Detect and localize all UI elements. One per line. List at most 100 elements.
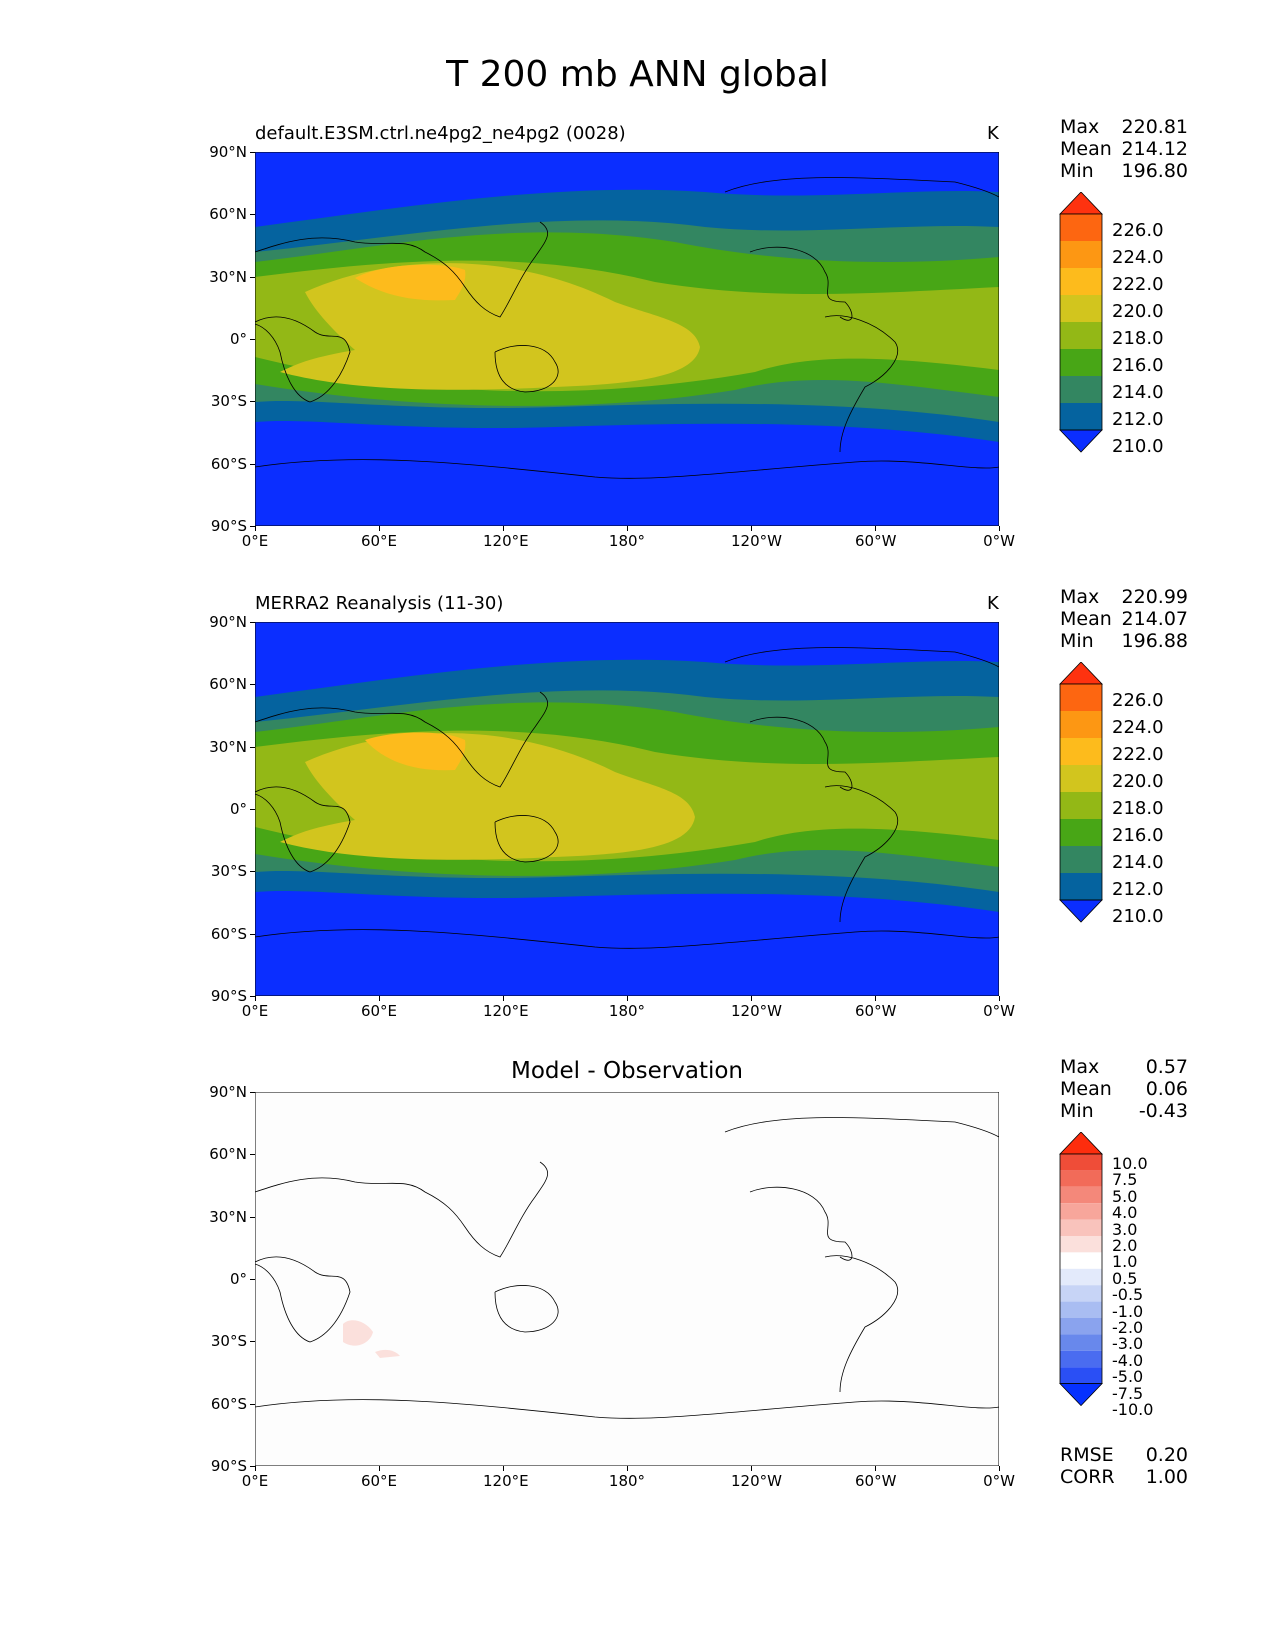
x-tick-mark — [503, 526, 504, 531]
band-220 — [280, 263, 700, 390]
colorbar-swatches — [1059, 192, 1103, 453]
y-tick-label: 90°N — [209, 1083, 247, 1101]
figure-title: T 200 mb ANN global — [446, 54, 829, 95]
metric-label: CORR — [1060, 1466, 1115, 1488]
y-tick-label: 90°N — [209, 613, 247, 631]
y-tick-mark — [250, 622, 255, 623]
x-tick-label: 60°E — [360, 1002, 398, 1020]
stat-value: 0.06 — [1145, 1078, 1188, 1100]
colorbar-swatch — [1060, 765, 1102, 792]
x-tick-mark — [875, 996, 876, 1001]
colorbar-swatch — [1060, 1186, 1102, 1204]
colorbar-swatch — [1060, 295, 1102, 322]
x-tick-label: 120°E — [483, 1002, 529, 1020]
colorbar-swatches — [1059, 662, 1103, 923]
positive-anomaly-patch — [375, 1349, 400, 1358]
colorbar-tick-label: 226.0 — [1112, 690, 1164, 711]
y-tick-label: 0° — [229, 800, 247, 818]
x-tick-label: 120°E — [483, 532, 529, 550]
x-tick-mark — [379, 1466, 380, 1471]
panel3-stat-max: Max 0.57 — [1060, 1056, 1188, 1078]
colorbar-extension-max — [1059, 1132, 1103, 1155]
colorbar-tick-label: 212.0 — [1112, 409, 1164, 430]
stat-label: Min — [1060, 1100, 1094, 1122]
colorbar-tick-label: 7.5 — [1112, 1170, 1138, 1190]
colorbar-tick-label: -10.0 — [1112, 1400, 1154, 1419]
colorbar-tick-label: 222.0 — [1112, 744, 1164, 765]
y-tick-mark — [250, 809, 255, 810]
y-tick-mark — [250, 933, 255, 935]
colorbar-tick-label: -0.5 — [1112, 1285, 1144, 1305]
colorbar-tick-label: 210.0 — [1112, 436, 1164, 457]
colorbar-tick-label: 4.0 — [1112, 1203, 1138, 1223]
y-tick-label: 30°S — [210, 862, 247, 881]
y-tick-mark — [250, 526, 255, 527]
y-tick-mark — [250, 1154, 255, 1156]
y-tick-label: 60°S — [210, 1394, 247, 1413]
panel2-stat-min: Min 196.88 — [1060, 630, 1188, 652]
stat-label: Max — [1060, 1056, 1100, 1078]
colorbar-swatch — [1060, 1219, 1102, 1236]
y-tick-mark — [250, 1466, 255, 1467]
colorbar-swatch — [1060, 1170, 1102, 1187]
colorbar-swatch — [1060, 1236, 1102, 1253]
y-tick-mark — [250, 1341, 255, 1343]
x-tick-label: 60°W — [855, 532, 897, 550]
panel3-stat-mean: Mean 0.06 — [1060, 1078, 1188, 1100]
x-tick-label: 180° — [608, 1472, 646, 1490]
stat-label: Min — [1060, 630, 1094, 652]
y-tick-mark — [250, 746, 255, 748]
stat-value: 214.07 — [1121, 608, 1188, 630]
y-tick-mark — [250, 871, 255, 873]
colorbar-swatch — [1060, 1154, 1102, 1171]
x-tick-label: 0°E — [241, 1002, 269, 1020]
x-tick-label: 0°W — [983, 1472, 1015, 1490]
y-tick-label: 30°N — [209, 737, 247, 756]
colorbar-swatch — [1060, 1268, 1102, 1286]
colorbar-swatch — [1060, 792, 1102, 819]
colorbar-extension-min — [1059, 429, 1103, 453]
x-tick-label: 0°W — [983, 532, 1015, 550]
colorbar-frame — [1059, 1153, 1103, 1385]
y-tick-label: 90°S — [210, 987, 247, 1005]
colorbar-swatch — [1060, 214, 1102, 241]
map-background — [255, 1092, 999, 1466]
y-tick-mark — [250, 684, 255, 686]
band-220 — [280, 733, 695, 860]
colorbar-swatch — [1060, 376, 1102, 403]
colorbar-swatch — [1060, 711, 1102, 738]
colorbar-tick-label: 2.0 — [1112, 1236, 1138, 1255]
metric-corr: CORR 1.00 — [1060, 1466, 1188, 1488]
colorbar-swatch — [1060, 241, 1102, 268]
colorbar-tick-label: 226.0 — [1112, 220, 1164, 241]
colorbar-tick-label: 214.0 — [1112, 852, 1164, 873]
x-tick-mark — [503, 1466, 504, 1471]
stat-label: Mean — [1060, 608, 1112, 630]
y-tick-label: 60°S — [210, 454, 247, 473]
stat-label: Min — [1060, 160, 1094, 182]
coastlines — [255, 647, 999, 949]
panel1-stat-max: Max 220.81 — [1060, 116, 1188, 138]
x-tick-label: 180° — [608, 1002, 646, 1020]
x-tick-label: 60°W — [855, 1472, 897, 1490]
colorbar-extension-max — [1059, 192, 1103, 215]
panel1-title: default.E3SM.ctrl.ne4pg2_ne4pg2 (0028) — [255, 123, 626, 144]
y-tick-label: 90°S — [210, 1457, 247, 1475]
colorbar-tick-label: 216.0 — [1112, 355, 1164, 376]
x-tick-mark — [379, 996, 380, 1001]
x-tick-mark — [627, 1466, 628, 1471]
panel1-unit: K — [987, 123, 999, 144]
y-tick-label: 30°N — [209, 1207, 247, 1226]
colorbar-swatch — [1060, 1203, 1102, 1220]
panel3-colorbar — [1059, 1132, 1103, 1407]
metric-value: 0.20 — [1145, 1444, 1188, 1466]
band-222 — [355, 264, 466, 301]
panel2-unit: K — [987, 593, 999, 614]
colorbar-extension-min — [1059, 1383, 1103, 1407]
colorbar-swatch — [1060, 1350, 1102, 1368]
metric-value: 1.00 — [1145, 1466, 1188, 1488]
x-tick-mark — [255, 526, 256, 531]
colorbar-swatch — [1060, 1285, 1102, 1302]
positive-anomaly-patch — [343, 1320, 373, 1346]
y-tick-label: 30°N — [209, 267, 247, 286]
